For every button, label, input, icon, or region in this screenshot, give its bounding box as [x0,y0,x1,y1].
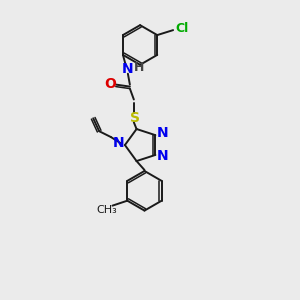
Text: H: H [134,61,144,74]
Text: Cl: Cl [176,22,189,34]
Text: N: N [157,149,168,163]
Text: CH₃: CH₃ [96,205,117,214]
Text: N: N [157,126,168,140]
Text: N: N [113,136,125,150]
Text: N: N [122,62,134,76]
Text: O: O [104,76,116,91]
Text: S: S [130,111,140,125]
